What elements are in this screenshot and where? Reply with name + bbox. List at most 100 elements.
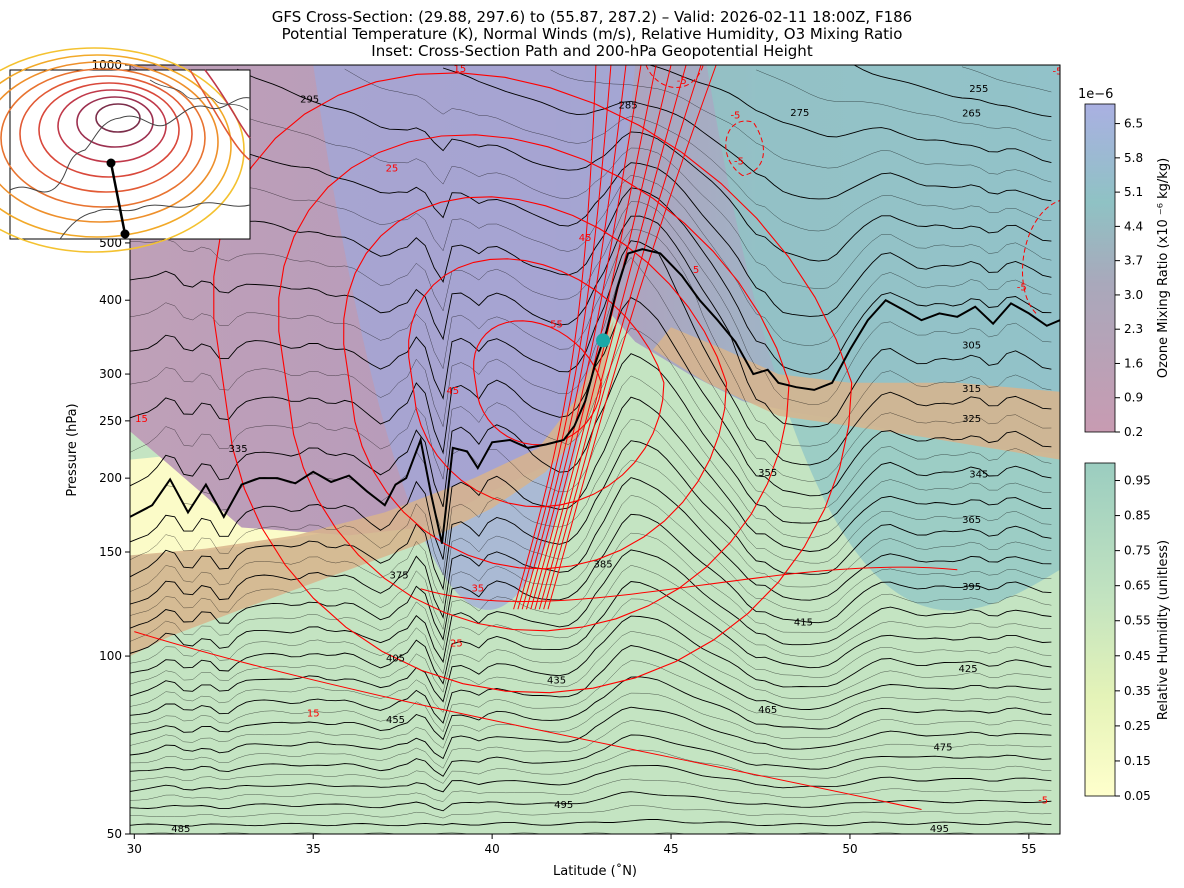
theta-contour-label: 405 [386,654,405,665]
theta-contour [442,67,1052,202]
inset-coastline [59,202,251,240]
theta-contour [130,201,1052,405]
theta-contour [648,65,1052,164]
theta-contour-label: 415 [794,617,813,628]
wind-contour [420,566,958,603]
inset-height-contour [76,96,154,148]
theta-contour-label: 305 [962,341,981,352]
theta-contour-label: 495 [930,824,949,835]
inset-path-start [106,158,116,168]
x-axis-label: Latitude (˚N) [553,863,637,879]
wind-contour [521,65,627,610]
y-tick-label: 100 [99,649,122,663]
theta-contour [130,805,1052,819]
colorbar-tick-label: 0.2 [1124,425,1143,439]
wind-contour [513,65,597,610]
wind-contour-label: 35 [471,584,484,595]
colorbar-tick-label: 0.05 [1124,789,1151,803]
wind-contour-label: 25 [386,164,399,175]
wind-contour-label: -5 [730,110,740,121]
colorbar-tick-label: 0.35 [1124,684,1151,698]
wind-contour [408,258,665,508]
theta-contour [140,832,1052,834]
chart-title-line-2: Potential Temperature (K), Normal Winds … [281,25,903,43]
chart-title-line-3: Inset: Cross-Section Path and 200-hPa Ge… [371,42,813,60]
inset-path-line [109,162,127,235]
theta-contour [130,778,1052,802]
theta-contour-label: 455 [386,715,405,726]
theta-contour [130,631,1052,713]
colorbar-tick-label: 4.4 [1124,219,1143,233]
theta-contour [130,353,1052,524]
ozone-colorbar-exponent: 1e−6 [1078,87,1113,102]
wind-contour-label: -5 [1038,795,1048,806]
colorbar-tick-label: 3.7 [1124,254,1143,268]
x-tick-label: 40 [484,842,499,856]
tropopause-fold-band [130,320,614,657]
theta-contour [961,66,1052,93]
wind-contour-label: -5 [1017,283,1027,294]
theta-contour [130,565,1052,675]
y-tick-label: 200 [99,471,122,485]
theta-contour-label: 285 [619,101,638,112]
theta-contour [130,645,1052,724]
inset-height-contour [0,61,219,223]
theta-contour [130,660,1052,733]
theta-contour-label: 275 [790,108,809,119]
theta-contour-label: 425 [958,664,977,675]
y-tick-label: 50 [107,827,122,841]
theta-contour-label: 495 [554,800,573,811]
theta-contour [130,440,1052,591]
theta-contour [130,120,1052,317]
x-tick-label: 30 [127,842,142,856]
y-tick-label: 150 [99,545,122,559]
theta-contour [130,676,1052,741]
colorbar-tick-label: 5.8 [1124,151,1143,165]
wind-contour-label: -5 [734,156,744,167]
theta-contour-label: 465 [758,705,777,716]
inset-height-contour [0,68,206,208]
colorbar-tick-label: 0.9 [1124,391,1143,405]
colorbar-tick-label: 0.95 [1124,474,1151,488]
theta-contour [130,532,1052,651]
theta-contour [130,720,1052,769]
inset-height-contour [189,69,251,161]
theta-contour [550,69,1052,183]
y-tick-label: 250 [99,414,122,428]
wind-contour-negative [1022,199,1060,314]
theta-contour [130,495,1052,631]
wind-contour-label: -5 [677,76,687,87]
inset-height-contour [0,54,232,238]
wind-contour-label: 15 [307,708,320,719]
colorbar-tick-label: 2.3 [1124,322,1143,336]
theta-contour [130,163,1052,347]
theta-contour [237,68,1052,262]
wind-contour [343,196,728,570]
theta-contour [756,69,1052,141]
theta-contour [130,257,1052,482]
theta-contour [130,765,1052,793]
inset-map [0,47,251,253]
wind-contour [538,65,687,610]
wind-contour-label: 25 [450,639,463,650]
theta-contour [130,418,1052,576]
theta-contour [130,65,1052,289]
theta-contour [854,65,1052,118]
colorbar-tick-label: 0.25 [1124,719,1151,733]
ozone-colorbar-label: Ozone Mixing Ratio (x10 ⁻⁶ kg/kg) [1156,158,1171,378]
theta-contour-label: 335 [229,444,248,455]
wind-contour [517,65,612,610]
theta-contour-label: 315 [962,384,981,395]
wind-contour-negative [725,120,764,177]
theta-contour [130,818,1052,827]
colorbar-tick-label: 0.85 [1124,509,1151,523]
theta-contour [130,581,1052,685]
theta-contour-label: 295 [300,95,319,106]
wind-contour-negative [645,65,704,88]
theta-contour-label: 385 [594,559,613,570]
colorbar-tick-label: 3.0 [1124,288,1143,302]
chart-title-line-1: GFS Cross-Section: (29.88, 297.6) to (55… [271,8,913,26]
inset-height-contour [0,47,245,253]
theta-contour-label: 365 [962,515,981,526]
wind-contour-label: 45 [446,386,459,397]
